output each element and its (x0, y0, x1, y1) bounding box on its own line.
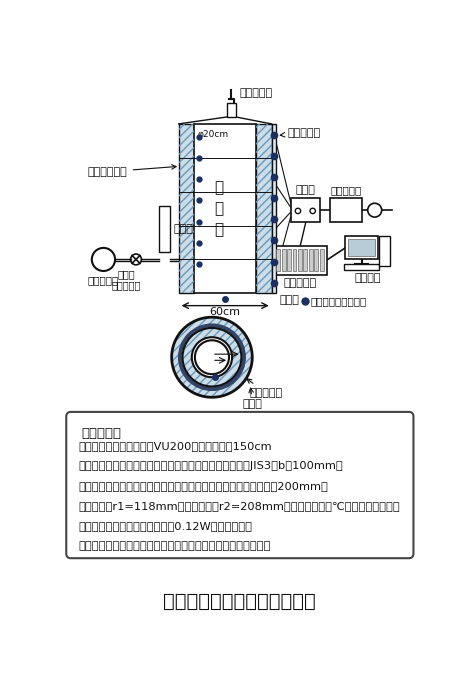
FancyBboxPatch shape (66, 412, 413, 559)
Bar (380, 236, 390, 266)
Bar (298, 249, 302, 271)
Bar (320, 249, 323, 271)
Text: 保温材: 保温材 (243, 388, 263, 410)
Bar (227, 103, 236, 117)
Circle shape (368, 203, 382, 217)
Text: P: P (99, 253, 108, 266)
Text: 試作装置：: 試作装置： (82, 427, 122, 440)
Text: ロードセル: ロードセル (239, 88, 272, 98)
Bar (179, 124, 194, 294)
Text: 電圧調整器: 電圧調整器 (330, 185, 362, 195)
Bar (274, 245, 327, 275)
Circle shape (92, 248, 115, 271)
Text: r1: r1 (216, 347, 225, 356)
Text: は、温度センサ位置: は、温度センサ位置 (310, 296, 366, 306)
Text: ・断熱ユニット：押出法ポリスチレンフォーム保温材（JIS3種b）100mm厚: ・断熱ユニット：押出法ポリスチレンフォーム保温材（JIS3種b）100mm厚 (79, 461, 344, 471)
Circle shape (172, 317, 252, 397)
Text: リレー: リレー (296, 185, 315, 195)
Bar (309, 249, 313, 271)
Text: 発
酵
槽: 発 酵 槽 (214, 180, 224, 237)
Text: パソコン: パソコン (354, 273, 381, 283)
Bar (194, 124, 256, 294)
Bar (271, 124, 276, 294)
Bar (344, 264, 380, 271)
Text: 図２　堆肥化実験装置の構造: 図２ 堆肥化実験装置の構造 (163, 592, 316, 611)
Bar (345, 236, 378, 259)
Bar (179, 124, 194, 294)
Text: 流量計: 流量計 (174, 224, 194, 233)
Circle shape (179, 324, 245, 390)
Text: ニットあたりの側面放熱量を0.12W以内に抑制。: ニットあたりの側面放熱量を0.12W以内に抑制。 (79, 521, 253, 531)
Bar (256, 124, 271, 294)
Text: 保温材: 保温材 (279, 295, 299, 305)
Bar (282, 249, 285, 271)
Bar (287, 249, 291, 271)
Circle shape (195, 340, 229, 374)
Text: 60cm: 60cm (210, 307, 241, 317)
Circle shape (183, 328, 241, 387)
Text: 断熱ユニット: 断熱ユニット (88, 165, 176, 177)
Text: ・面状ヒータ外側の保温材は、電源制御部の負荷軽減のため。: ・面状ヒータ外側の保温材は、電源制御部の負荷軽減のため。 (79, 541, 271, 552)
Bar (159, 206, 170, 252)
Text: 面状ヒータ: 面状ヒータ (247, 379, 282, 398)
Bar (276, 249, 280, 271)
Text: ・円筒容器：塩ビパイプVU200を利用。高さ150cm: ・円筒容器：塩ビパイプVU200を利用。高さ150cm (79, 441, 272, 451)
Bar (291, 198, 321, 222)
Text: φ20cm: φ20cm (197, 130, 228, 139)
Bar (348, 238, 375, 256)
Text: をドーナツ型にカットし、２枚重ねて作成。１ユニットの高さ200mm。: をドーナツ型にカットし、２枚重ねて作成。１ユニットの高さ200mm。 (79, 481, 329, 491)
Text: 面状ヒータ: 面状ヒータ (280, 128, 320, 138)
Text: 通気量
制御バルブ: 通気量 制御バルブ (112, 268, 141, 290)
Circle shape (192, 337, 232, 377)
Bar (303, 249, 307, 271)
Bar (330, 198, 362, 222)
Bar (256, 124, 271, 294)
Text: エアポンプ: エアポンプ (88, 275, 119, 286)
Text: データロガ: データロガ (284, 278, 317, 288)
Text: ・内周部（r1=118mm）と外周部（r2=208mm）の温度差を２℃以内に保ち、１ユ: ・内周部（r1=118mm）と外周部（r2=208mm）の温度差を２℃以内に保ち… (79, 501, 401, 511)
Bar (314, 249, 318, 271)
Text: r2: r2 (222, 340, 231, 350)
Bar (292, 249, 296, 271)
